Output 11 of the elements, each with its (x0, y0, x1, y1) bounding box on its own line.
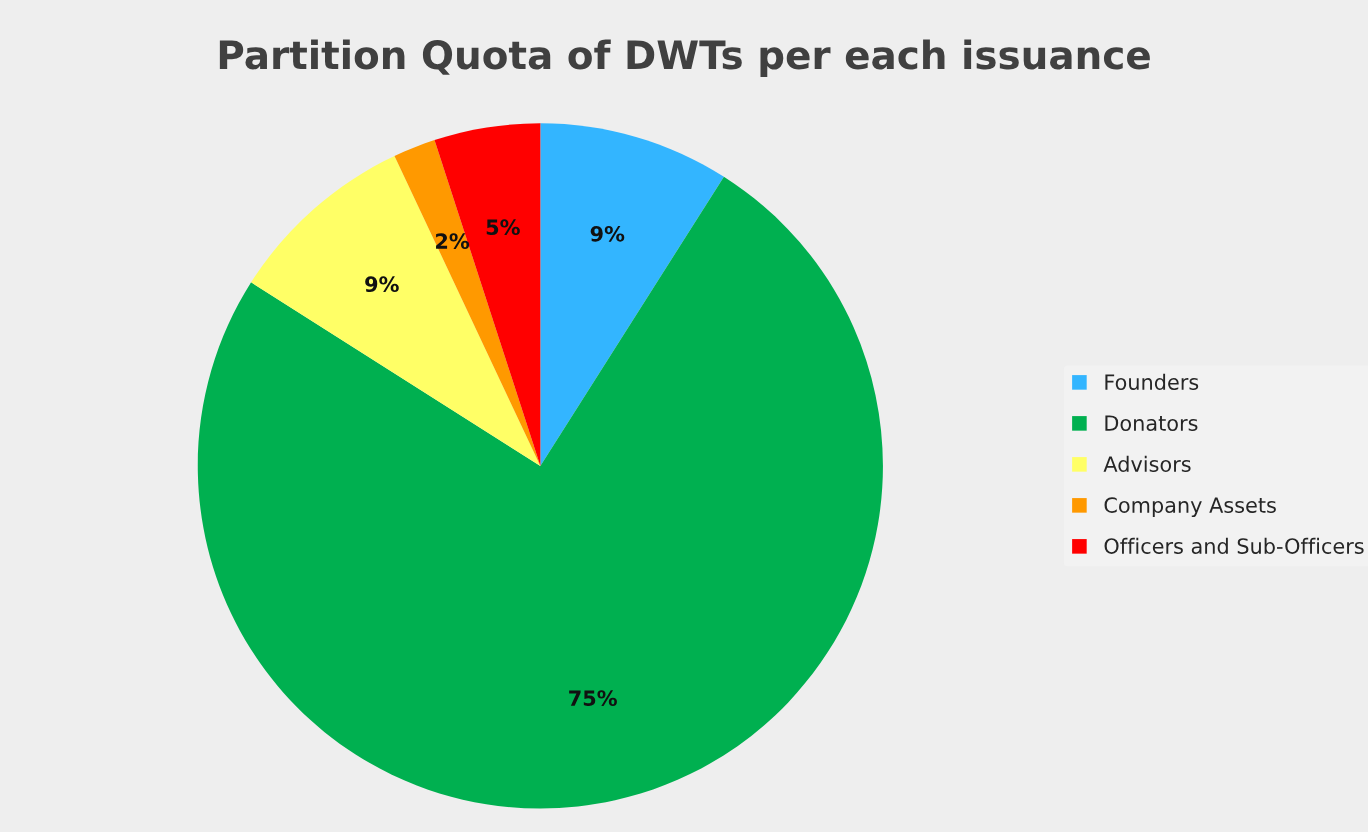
data-label: 2% (436, 233, 470, 249)
data-label: 75% (569, 690, 617, 706)
data-label: 9% (365, 276, 399, 293)
chart-title: Partition Quota of DWTs per each issuance (219, 39, 1150, 78)
legend-label: Officers and Sub-Officers (1104, 537, 1364, 554)
legend-label: Company Assets (1104, 497, 1276, 517)
legend-label: Advisors (1103, 455, 1191, 472)
data-label: 5% (486, 219, 520, 236)
legend-label: Donators (1105, 415, 1198, 431)
data-label: 9% (590, 225, 625, 242)
legend-label: Founders (1105, 373, 1199, 390)
